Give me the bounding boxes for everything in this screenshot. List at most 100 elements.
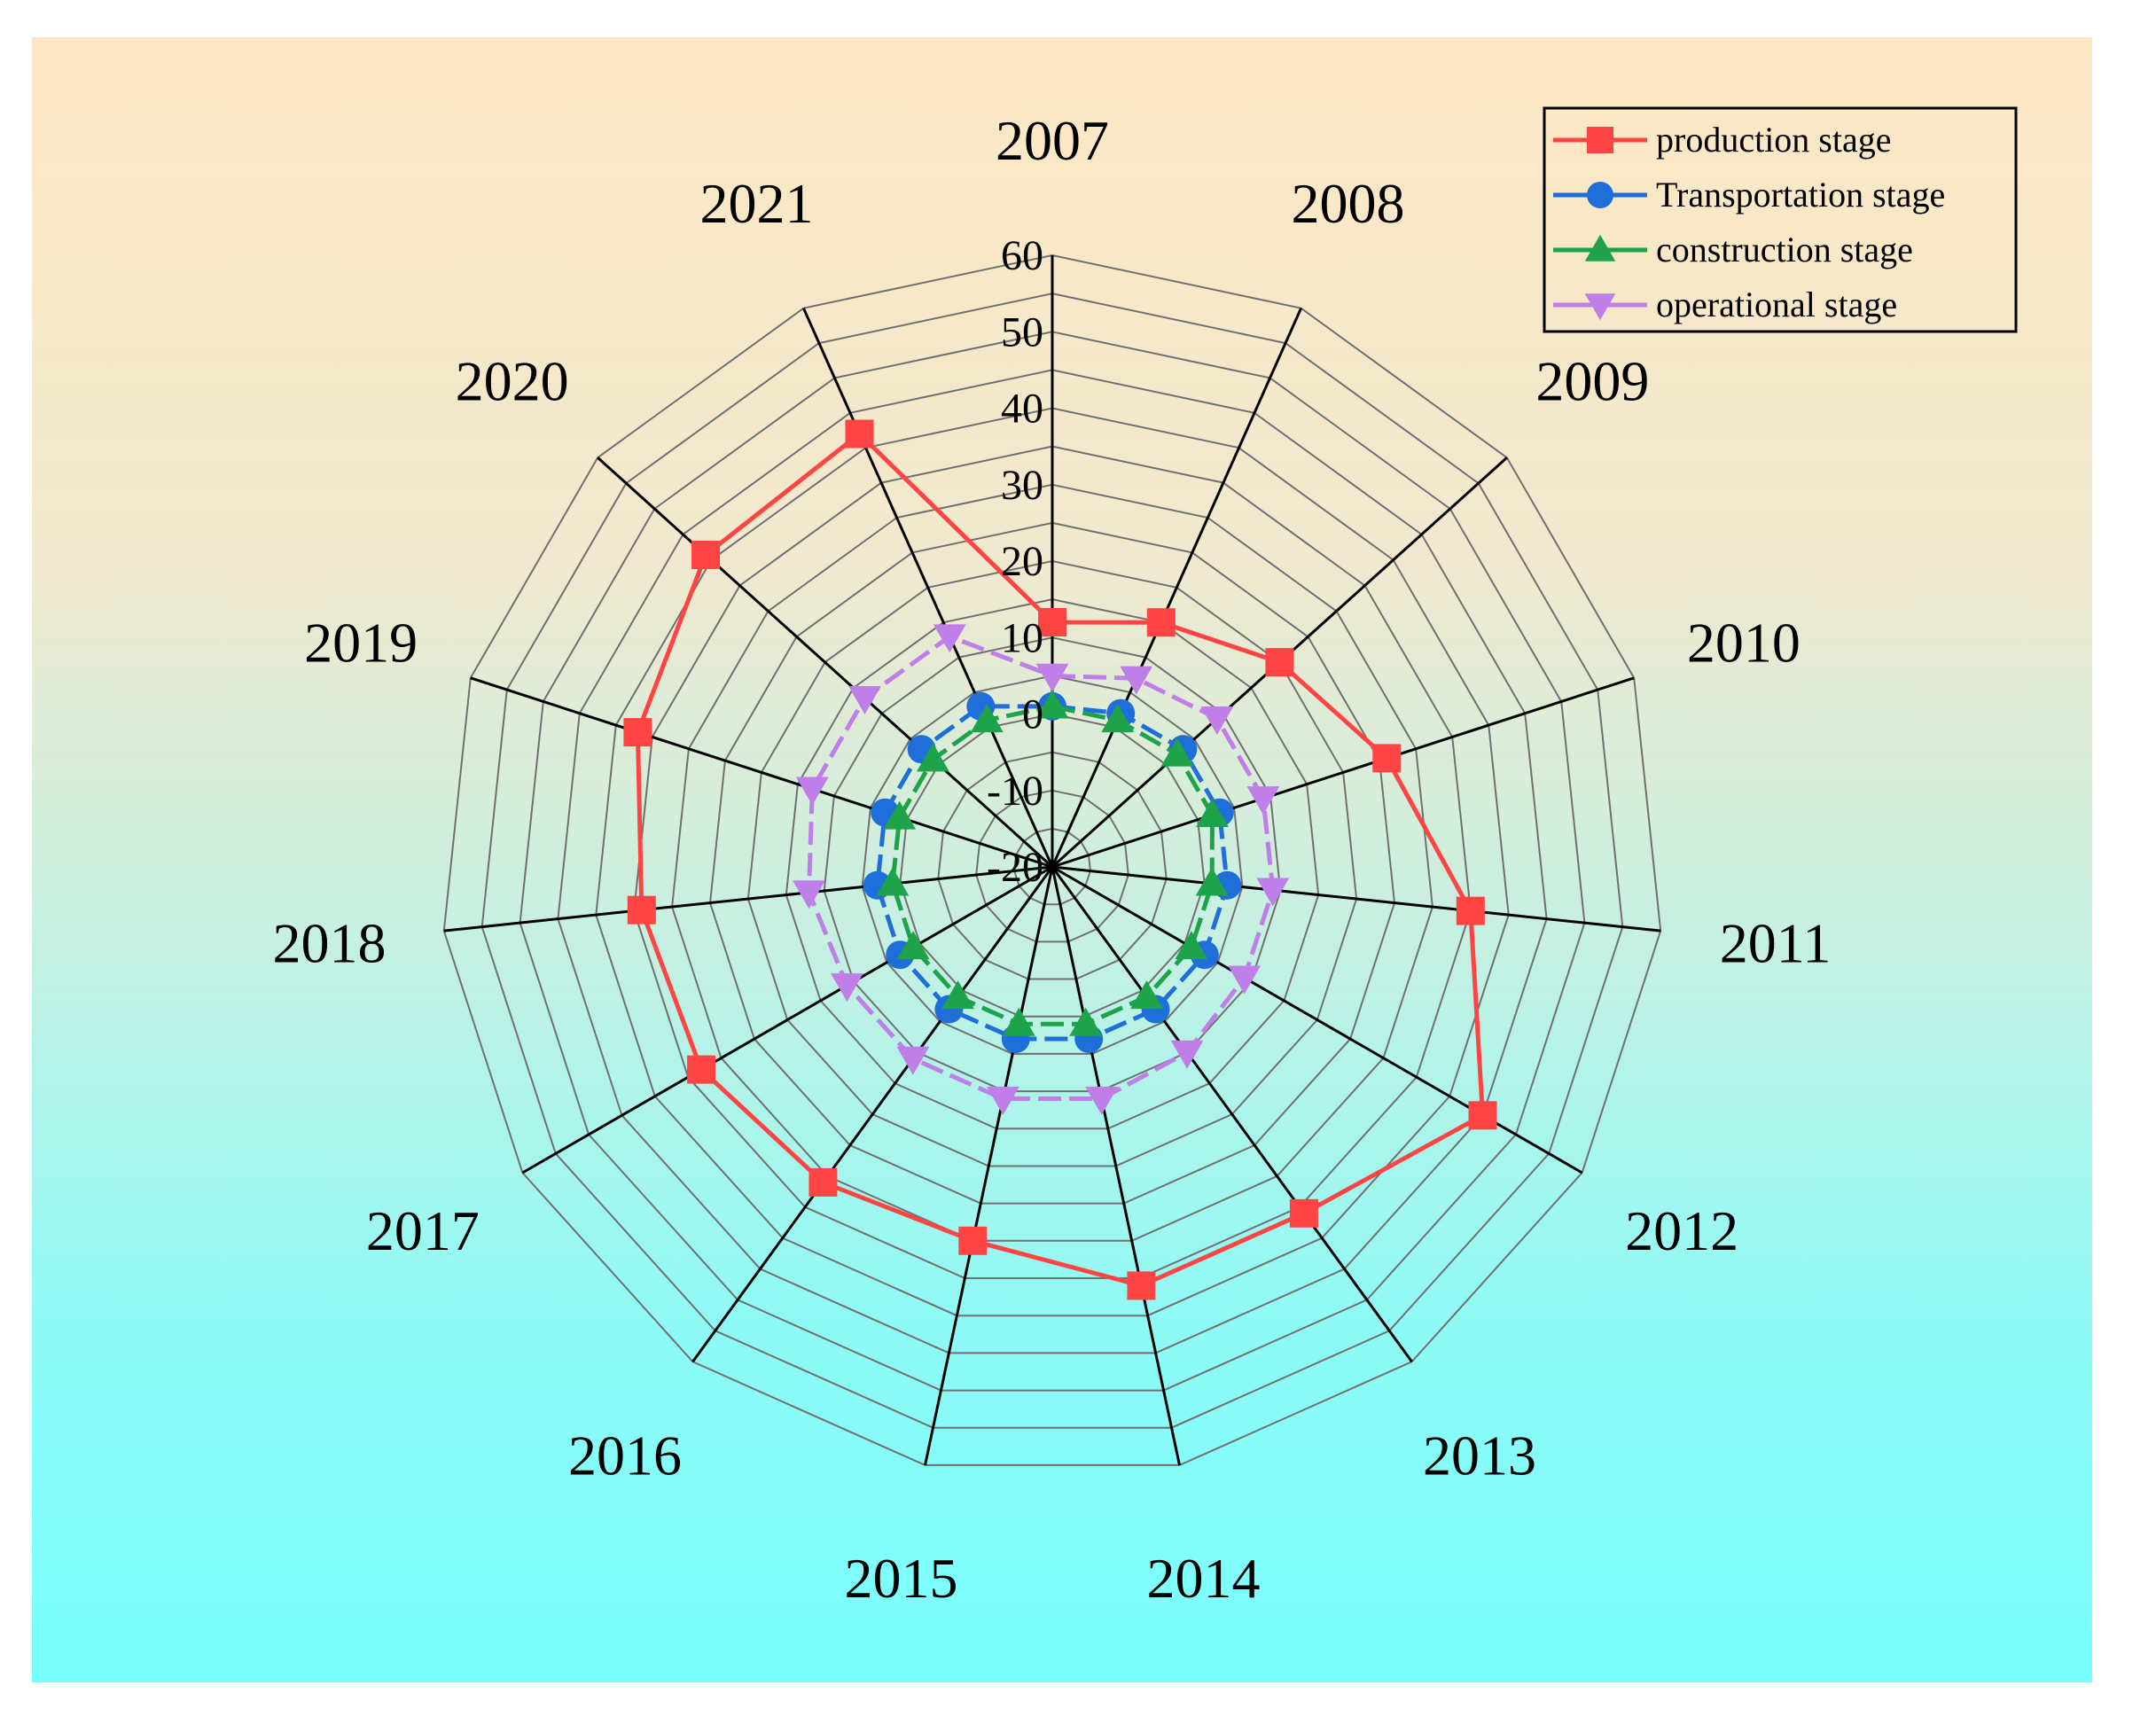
data-point-construction-stage-2011	[1195, 867, 1229, 896]
data-point-construction-stage-2012	[1175, 931, 1208, 960]
spoke-2016	[691, 866, 1054, 1363]
grid-ring	[595, 407, 1510, 1317]
data-point-operational-stage-2013	[1170, 1040, 1204, 1069]
grid-ring	[557, 369, 1548, 1354]
grid-ring	[899, 713, 1206, 1018]
data-point-operational-stage-2009	[1200, 706, 1234, 736]
data-point-construction-stage-2009	[1160, 737, 1194, 767]
legend-marker-construction-stage	[1584, 234, 1616, 261]
legend-marker-operational-stage	[1584, 293, 1616, 321]
legend-marker-production-stage	[1587, 127, 1613, 153]
category-label-2013: 2013	[1423, 1424, 1536, 1487]
spoke-2020	[597, 457, 1054, 869]
tick-labels: -20 -10 0 10 20 30 40 50 60	[987, 232, 1043, 891]
tick-label: 60	[1001, 232, 1043, 279]
data-point-production-stage-2019	[623, 718, 652, 747]
radar-grid	[442, 254, 1662, 1466]
data-point-operational-stage-2008	[1120, 666, 1153, 695]
data-point-construction-stage-2010	[1196, 798, 1229, 827]
spoke-2021	[802, 308, 1054, 868]
spoke-2008	[1051, 308, 1302, 868]
data-point-production-stage-2016	[808, 1167, 838, 1197]
category-label-2015: 2015	[845, 1547, 958, 1610]
category-label-2011: 2011	[1720, 912, 1832, 975]
data-point-construction-stage-2015	[1002, 1007, 1035, 1036]
grid-ring	[442, 254, 1662, 1466]
data-point-operational-stage-2012	[1228, 965, 1262, 995]
legend-label-transportation-stage: Transportation stage	[1656, 175, 1945, 215]
data-point-production-stage-2020	[691, 541, 720, 569]
legend: production stage Transportation stage cons…	[1543, 106, 2018, 333]
spoke-2014	[1051, 866, 1181, 1466]
data-point-operational-stage-2014	[1085, 1086, 1118, 1115]
grid-ring	[708, 521, 1396, 1205]
data-point-production-stage-2011	[1456, 896, 1485, 925]
grid-ring	[671, 483, 1433, 1242]
data-point-construction-stage-2021	[970, 704, 1004, 733]
data-point-operational-stage-2015	[987, 1086, 1019, 1115]
category-label-2016: 2016	[568, 1424, 682, 1487]
grid-ring	[480, 293, 1624, 1429]
series-group	[623, 419, 1497, 1300]
category-label-2018: 2018	[273, 912, 387, 975]
tick-label: 50	[1001, 308, 1043, 355]
spoke-2017	[521, 865, 1053, 1174]
category-label-2017: 2017	[366, 1199, 480, 1262]
tick-label: 0	[1022, 691, 1043, 738]
data-point-operational-stage-2019	[795, 776, 829, 806]
category-label-2008: 2008	[1292, 172, 1405, 235]
data-point-construction-stage-2020	[916, 743, 949, 772]
grid-ring	[1013, 827, 1091, 906]
series-construction-stage	[876, 690, 1229, 1036]
legend-box	[1543, 106, 2018, 333]
tick-label: 20	[1001, 538, 1043, 585]
category-label-2010: 2010	[1687, 612, 1801, 675]
category-label-2019: 2019	[304, 612, 418, 675]
category-labels: 2007200820092010201120122013201420152016…	[273, 109, 1832, 1610]
legend-marker-transportation-stage	[1587, 182, 1613, 208]
legend-label-operational-stage: operational stage	[1656, 285, 1897, 324]
data-point-production-stage-2007	[1038, 608, 1066, 636]
data-point-operational-stage-2018	[793, 880, 825, 909]
data-point-construction-stage-2018	[876, 867, 910, 896]
category-label-2012: 2012	[1625, 1199, 1738, 1262]
tick-label: 30	[1001, 462, 1043, 509]
series-production-stage	[623, 419, 1497, 1300]
data-point-construction-stage-2014	[1069, 1007, 1103, 1036]
data-point-operational-stage-2021	[933, 624, 966, 653]
data-point-construction-stage-2013	[1130, 980, 1163, 1010]
spoke-2019	[470, 676, 1053, 869]
data-point-operational-stage-2016	[896, 1046, 930, 1075]
tick-label: -20	[987, 844, 1043, 891]
grid-ring	[975, 789, 1129, 943]
spoke-2018	[443, 865, 1053, 933]
data-point-production-stage-2014	[1127, 1271, 1156, 1300]
grid-ring	[633, 445, 1472, 1279]
grid-ring	[937, 751, 1168, 980]
data-point-production-stage-2021	[845, 419, 874, 449]
legend-label-construction-stage: construction stage	[1656, 230, 1913, 269]
data-point-construction-stage-2019	[883, 800, 917, 830]
grid-ring	[519, 331, 1586, 1392]
series-line-transportation-stage	[875, 704, 1230, 1042]
grid-ring	[823, 636, 1282, 1093]
category-label-2009: 2009	[1535, 349, 1649, 412]
grid-ring	[746, 559, 1358, 1167]
grid-ring	[861, 675, 1244, 1055]
tick-label: 40	[1001, 386, 1043, 433]
category-label-2014: 2014	[1147, 1547, 1261, 1610]
data-point-production-stage-2008	[1146, 608, 1176, 637]
spoke-2011	[1051, 865, 1661, 933]
data-point-operational-stage-2010	[1246, 786, 1280, 815]
data-point-operational-stage-2020	[848, 685, 881, 714]
data-point-production-stage-2018	[627, 895, 656, 925]
data-point-construction-stage-2008	[1101, 704, 1135, 733]
spoke-2013	[1051, 866, 1413, 1363]
data-point-operational-stage-2011	[1256, 878, 1290, 907]
tick-label: -10	[987, 768, 1043, 815]
data-point-production-stage-2010	[1372, 744, 1402, 773]
category-label-2020: 2020	[456, 349, 569, 412]
tick-label: 10	[1001, 614, 1043, 661]
data-point-production-stage-2012	[1468, 1101, 1497, 1130]
